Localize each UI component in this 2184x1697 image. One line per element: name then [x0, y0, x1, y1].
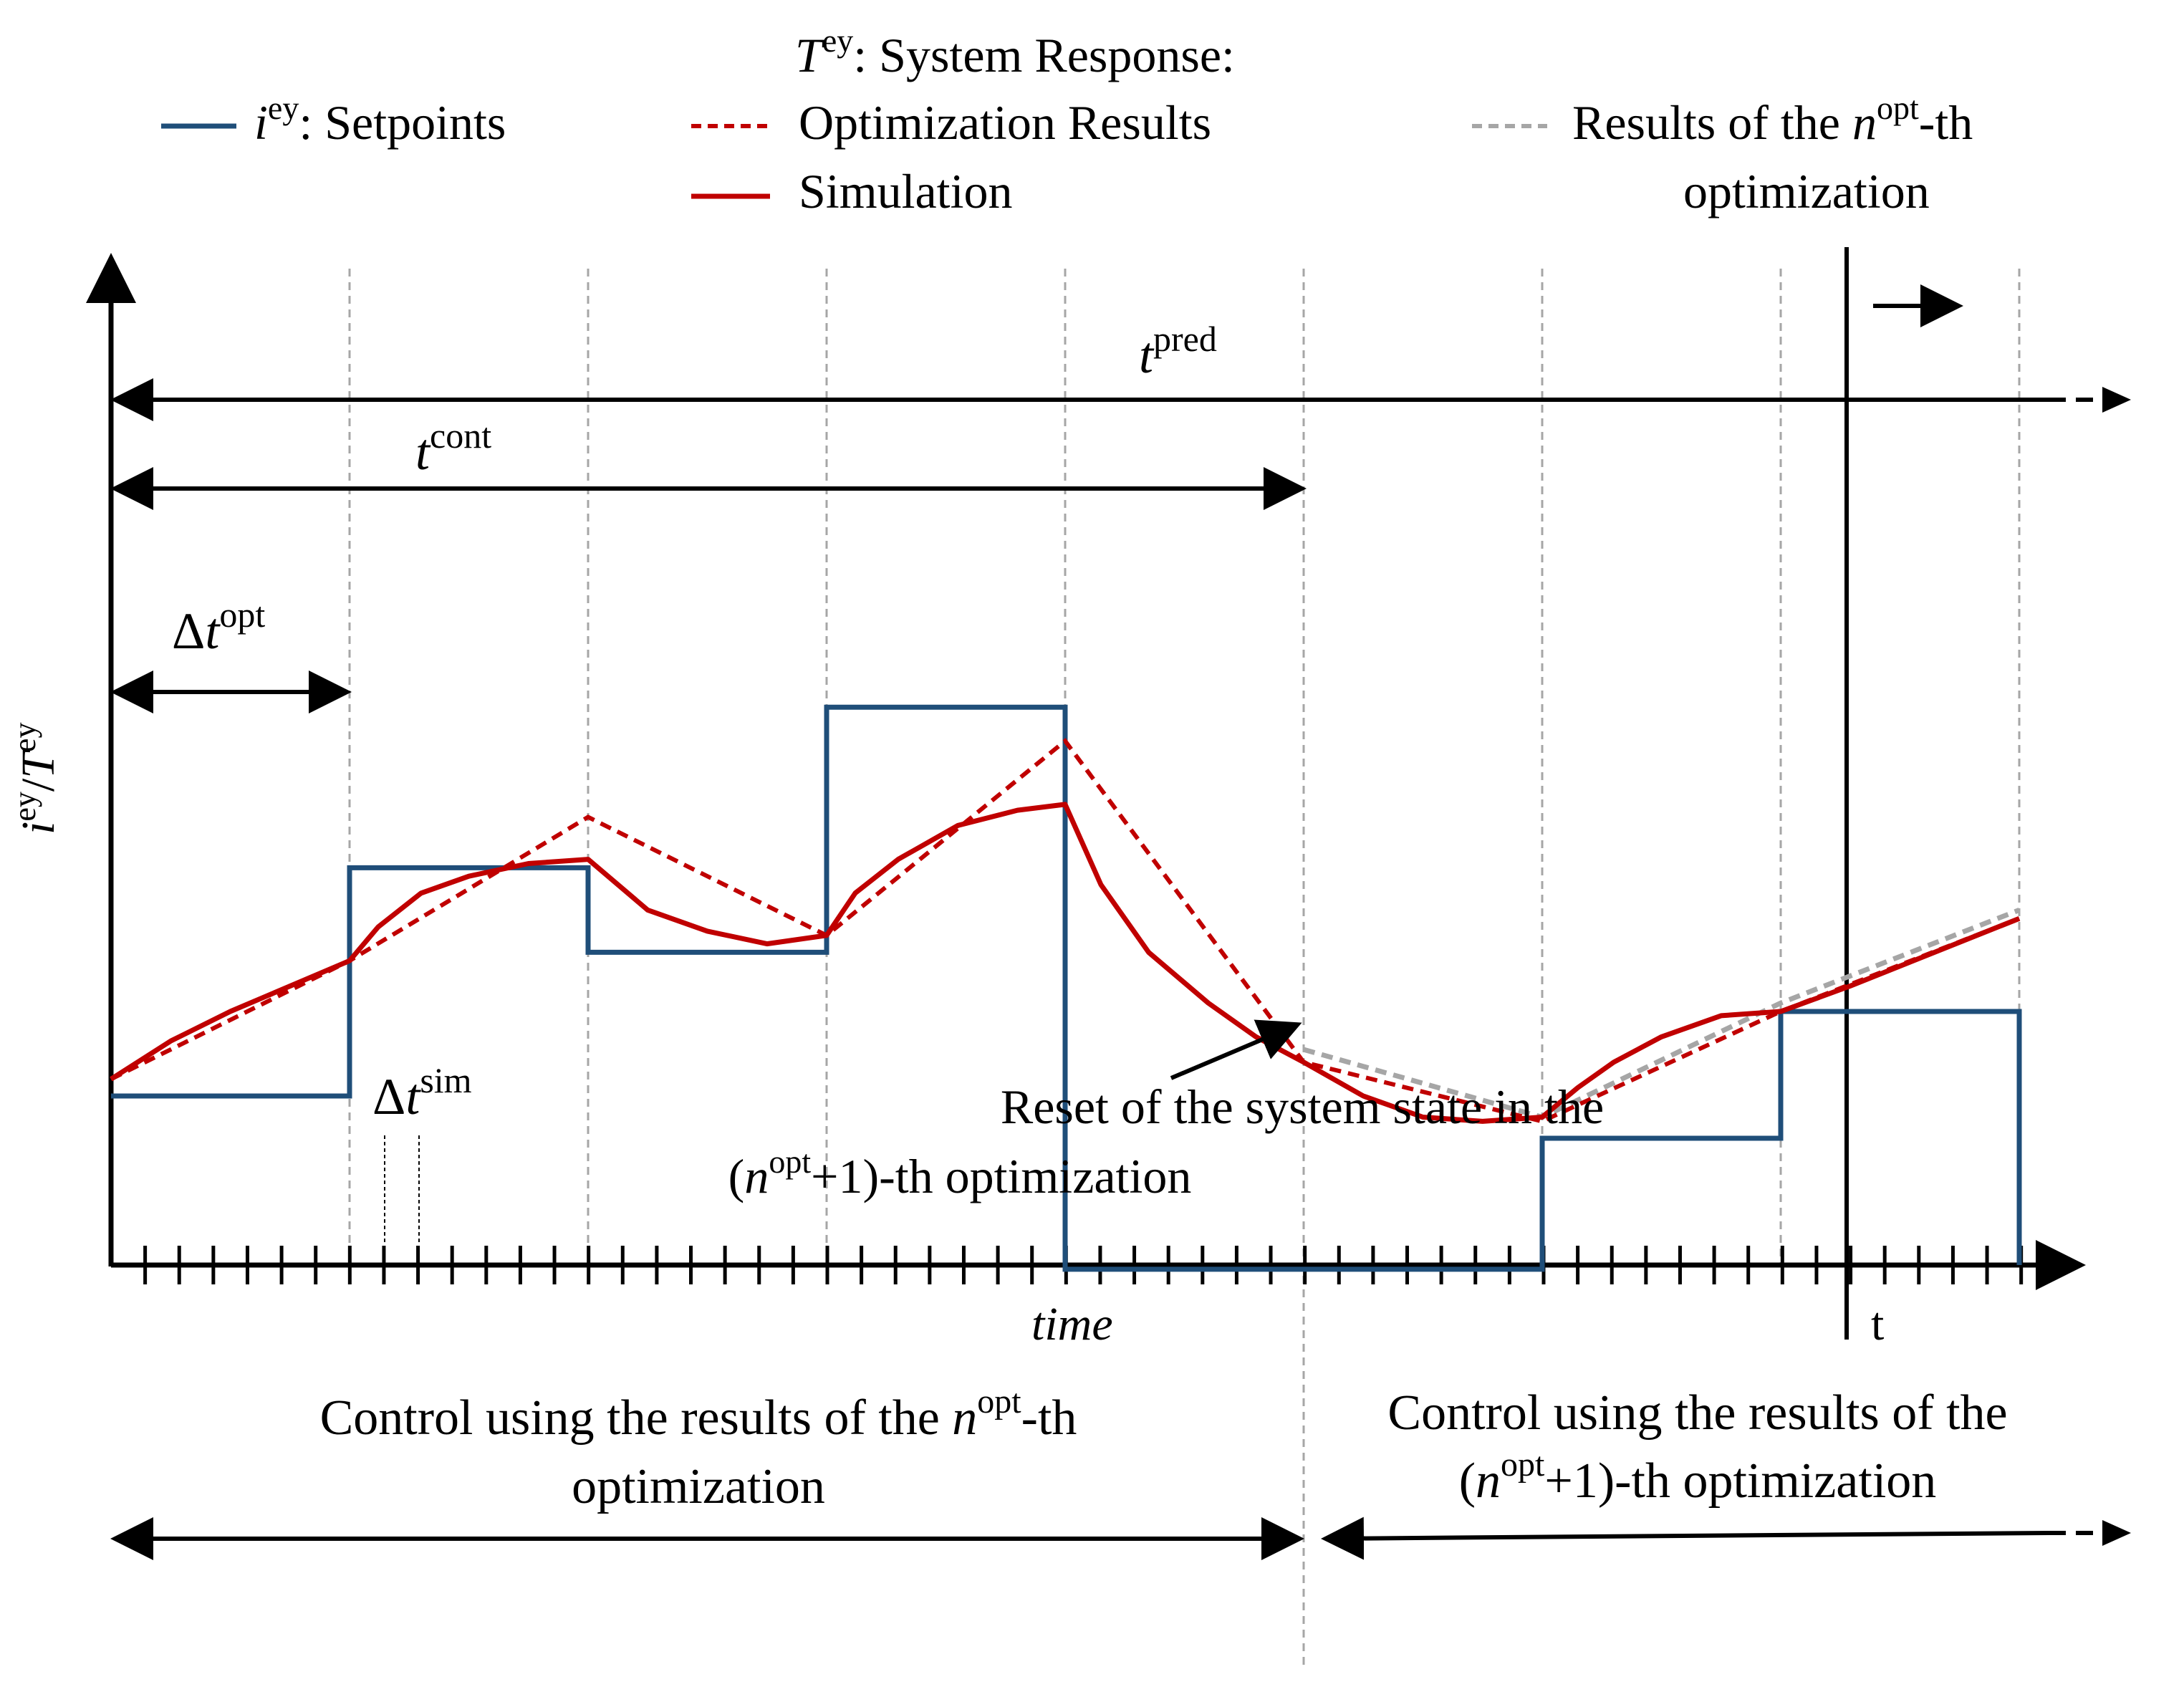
x-axis-label: time [1031, 1298, 1113, 1350]
legend-setpoint-label: iey: Setpoints [254, 90, 506, 150]
legend-nth-label: Results of the nopt-th [1572, 90, 1973, 150]
simulation-interval-label: Δtsim [372, 1060, 472, 1125]
legend: iey: Setpoints Tey: System Response: Opt… [161, 22, 1973, 218]
prediction-horizon: tpred [110, 319, 2131, 421]
setpoints-line [111, 704, 2022, 1272]
bottom-left-line2: optimization [572, 1459, 825, 1514]
optimization-interval-label: Δtopt [172, 595, 265, 660]
optimization-results-line [110, 738, 2021, 1124]
legend-simulation-label: Simulation [799, 164, 1012, 218]
bottom-left-line1: Control using the results of the nopt-th [320, 1383, 1077, 1446]
legend-nth-label-line2: optimization [1683, 164, 1930, 218]
simulation-interval: Δtsim [372, 1060, 472, 1243]
legend-response-heading: Tey: System Response: [795, 22, 1235, 82]
data-series [110, 704, 2022, 1272]
y-axis-label: iey/Tey [7, 723, 64, 835]
nth-optimization-results-line [1303, 908, 2021, 1120]
prediction-horizon-label: tpred [1139, 319, 1217, 384]
reset-annotation-line2: (nopt+1)-th optimization [728, 1143, 1192, 1203]
bottom-right-line2: (nopt+1)-th optimization [1459, 1446, 1937, 1509]
bottom-right-line1: Control using the results of the [1387, 1385, 2007, 1441]
simulation-line [110, 802, 2021, 1124]
control-horizon: tcont [110, 415, 1307, 510]
control-horizon-label: tcont [415, 415, 491, 481]
reset-annotation-line1: Reset of the system state in the [1001, 1080, 1604, 1134]
current-time-label: t [1871, 1298, 1884, 1350]
bottom-right-arrow [1321, 1516, 2049, 1560]
legend-optimization-label: Optimization Results [799, 95, 1211, 150]
optimization-interval: Δtopt [110, 595, 352, 713]
reset-annotation-arrow [1170, 1019, 1302, 1080]
bottom-right-arrow-head [2102, 1520, 2131, 1546]
